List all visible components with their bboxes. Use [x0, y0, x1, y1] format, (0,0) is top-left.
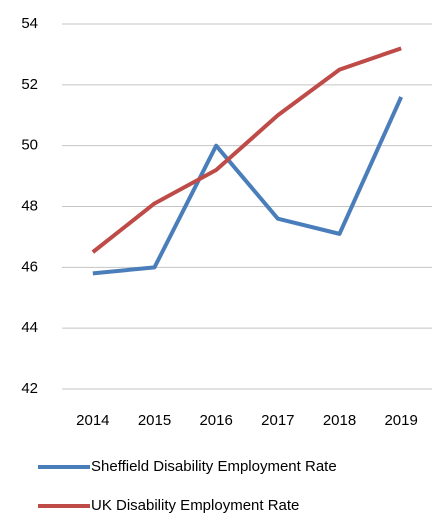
y-tick-label: 44: [21, 319, 38, 336]
y-tick-label: 50: [21, 137, 38, 154]
y-tick-label: 46: [21, 258, 38, 275]
y-tick-label: 52: [21, 76, 38, 93]
legend-label: UK Disability Employment Rate: [91, 497, 299, 514]
x-tick-label: 2017: [261, 412, 294, 429]
x-tick-label: 2014: [76, 412, 109, 429]
y-tick-label: 54: [21, 15, 38, 32]
x-tick-label: 2018: [323, 412, 356, 429]
y-tick-label: 42: [21, 380, 38, 397]
series-line: [91, 46, 402, 254]
x-tick-label: 2016: [199, 412, 232, 429]
y-tick-label: 48: [21, 197, 38, 214]
legend-label: Sheffield Disability Employment Rate: [91, 458, 337, 475]
series-line: [92, 96, 403, 276]
x-tick-label: 2019: [384, 412, 417, 429]
x-tick-label: 2015: [138, 412, 171, 429]
